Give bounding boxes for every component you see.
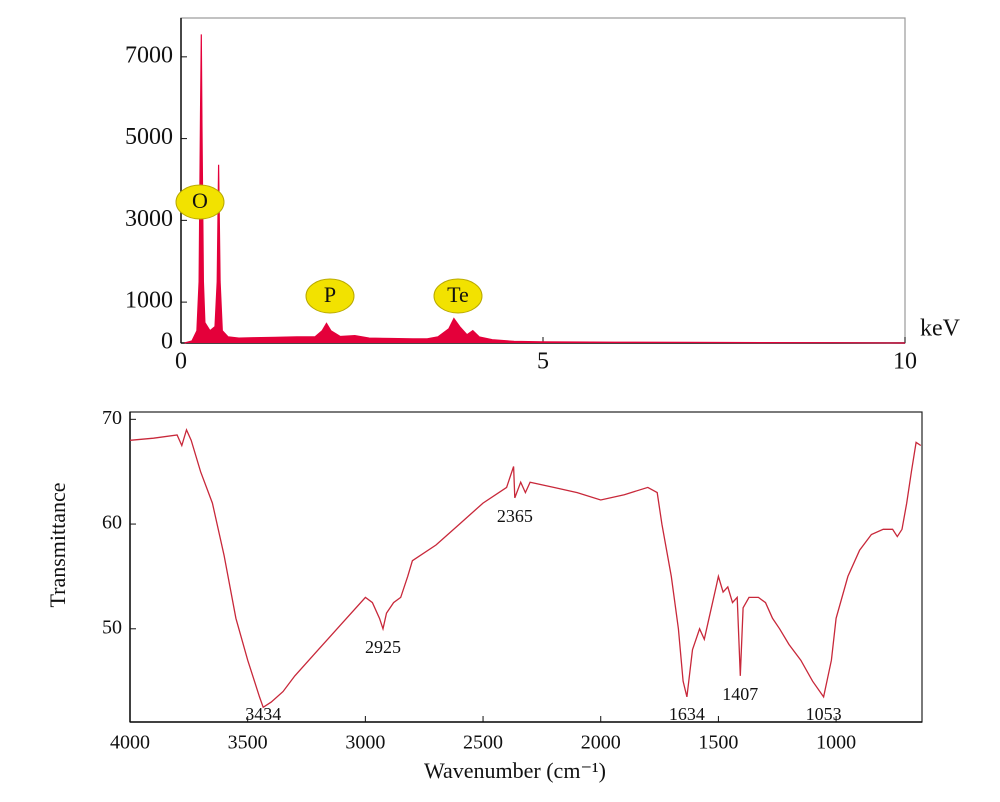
y-tick-label: 0 [161,329,173,355]
x-tick-label: 3000 [345,732,385,754]
x-tick-label: 3500 [228,732,268,754]
plot-frame [180,17,906,344]
x-tick-label: 1000 [816,732,856,754]
x-axis-label: Wavenumber (cm⁻¹) [424,758,606,783]
y-tick-label: 50 [102,616,122,638]
element-badge [305,278,355,314]
spectrum-area [184,34,906,344]
peak-label: 3434 [245,704,281,724]
y-tick-label: 1000 [125,288,173,314]
element-badge [433,278,483,314]
y-tick-label: 5000 [125,124,173,150]
x-tick-label: 2500 [463,732,503,754]
plot-frame [129,411,923,723]
x-tick-label: 2000 [581,732,621,754]
x-tick-label: 1500 [698,732,738,754]
element-label: Te [447,282,469,307]
x-tick-label: 4000 [110,732,150,754]
y-axis-label: Transmittance [45,482,70,607]
peak-label: 1053 [806,704,842,724]
peak-label: 2365 [497,506,533,526]
element-label: O [192,188,208,213]
peak-label: 2925 [365,637,401,657]
y-tick-label: 7000 [125,42,173,68]
x-tick-label: 10 [893,349,917,375]
x-axis-label: keV [920,316,961,342]
x-tick-label: 5 [537,349,549,375]
peak-label: 1407 [722,684,758,704]
element-label: P [324,282,336,307]
element-badge [175,184,225,220]
x-tick-label: 0 [175,349,187,375]
y-tick-label: 70 [102,407,122,429]
y-tick-label: 3000 [125,206,173,232]
y-tick-label: 60 [102,512,122,534]
peak-label: 1634 [669,704,705,724]
spectrum-line [129,427,922,709]
